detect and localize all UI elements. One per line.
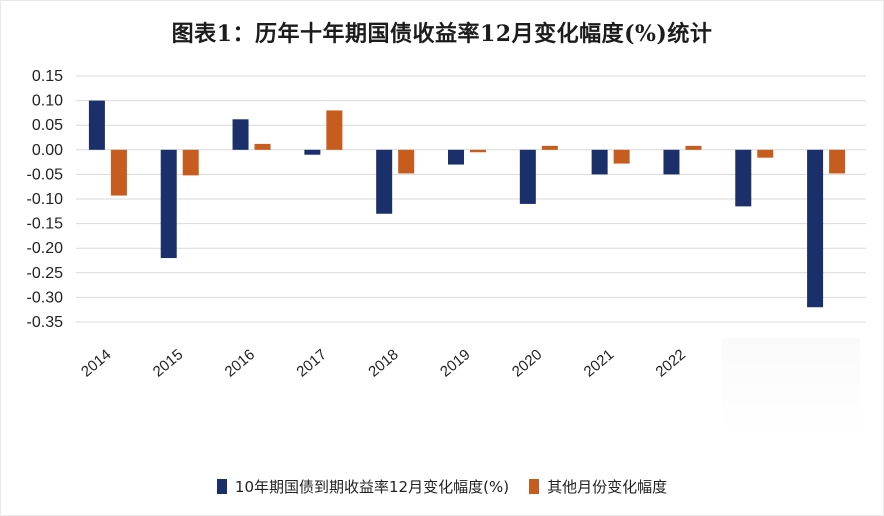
y-tick-label: 0.10 bbox=[32, 93, 63, 110]
bar-series1-2014 bbox=[88, 100, 105, 150]
bar-series2-9 bbox=[757, 149, 774, 158]
bars bbox=[88, 100, 846, 308]
bar-series1-10 bbox=[807, 149, 824, 308]
bar-series1-2022 bbox=[663, 149, 680, 175]
y-tick-label: -0.10 bbox=[27, 191, 64, 208]
x-tick-label: 2016 bbox=[222, 346, 258, 380]
y-tick-label: -0.25 bbox=[27, 265, 64, 282]
legend-item-series2: 其他月份变化幅度 bbox=[529, 476, 667, 497]
bar-series1-2016 bbox=[232, 119, 249, 150]
bar-series2-2020 bbox=[541, 145, 558, 150]
gridlines bbox=[76, 75, 866, 323]
bar-series2-2016 bbox=[254, 143, 271, 150]
legend-swatch-series2 bbox=[529, 479, 540, 494]
legend-label-series2: 其他月份变化幅度 bbox=[547, 478, 668, 496]
obscured-region bbox=[722, 338, 860, 438]
bar-series2-2015 bbox=[182, 149, 199, 176]
bar-series2-2017 bbox=[326, 110, 343, 150]
y-tick-label: 0.00 bbox=[32, 142, 63, 159]
bar-series2-2014 bbox=[110, 149, 127, 196]
y-tick-label: -0.20 bbox=[27, 240, 64, 257]
y-tick-label: -0.30 bbox=[27, 289, 64, 306]
bar-series2-2019 bbox=[470, 149, 486, 153]
legend-item-series1: 10年期国债到期收益率12月变化幅度(%) bbox=[216, 476, 510, 497]
bar-series2-2022 bbox=[685, 145, 702, 150]
x-axis-ticks: 2014 2015 2016 2017 2018 2019 2020 2021 2022 bbox=[78, 346, 689, 380]
y-tick-label: -0.35 bbox=[27, 314, 64, 331]
bar-series1-2017 bbox=[304, 149, 321, 155]
bar-series2-2021 bbox=[613, 149, 630, 164]
legend-label-series1: 10年期国债到期收益率12月变化幅度(%) bbox=[234, 478, 510, 496]
x-tick-label: 2020 bbox=[509, 346, 545, 380]
bar-series1-2015 bbox=[160, 149, 177, 259]
y-tick-label: -0.15 bbox=[27, 216, 64, 233]
x-tick-label: 2018 bbox=[365, 346, 401, 380]
x-tick-label: 2015 bbox=[150, 346, 186, 380]
y-tick-label: 0.15 bbox=[32, 68, 63, 85]
chart-legend: 10年期国债到期收益率12月变化幅度(%) 其他月份变化幅度 bbox=[0, 476, 884, 497]
bar-series1-9 bbox=[735, 149, 752, 207]
chart-title: 图表1：历年十年期国债收益率12月变化幅度(%)统计 bbox=[171, 21, 713, 47]
bar-series1-2020 bbox=[519, 149, 536, 204]
bar-series1-2019 bbox=[448, 149, 464, 165]
x-tick-label: 2019 bbox=[437, 346, 473, 380]
x-tick-label: 2017 bbox=[293, 346, 329, 380]
bar-series1-2021 bbox=[591, 149, 608, 175]
legend-swatch-series1 bbox=[216, 479, 227, 494]
bar-series1-2018 bbox=[376, 149, 393, 214]
x-tick-label: 2022 bbox=[653, 346, 689, 380]
bar-series2-10 bbox=[829, 149, 846, 174]
x-tick-label: 2014 bbox=[78, 346, 114, 380]
y-tick-label: -0.05 bbox=[27, 166, 64, 183]
y-axis-ticks: 0.15 0.10 0.05 0.00 -0.05 -0.10 -0.15 -0.20 -0.2… bbox=[27, 68, 64, 331]
y-tick-label: 0.05 bbox=[32, 117, 63, 134]
bar-series2-2018 bbox=[398, 149, 415, 174]
x-tick-label: 2021 bbox=[581, 346, 617, 380]
